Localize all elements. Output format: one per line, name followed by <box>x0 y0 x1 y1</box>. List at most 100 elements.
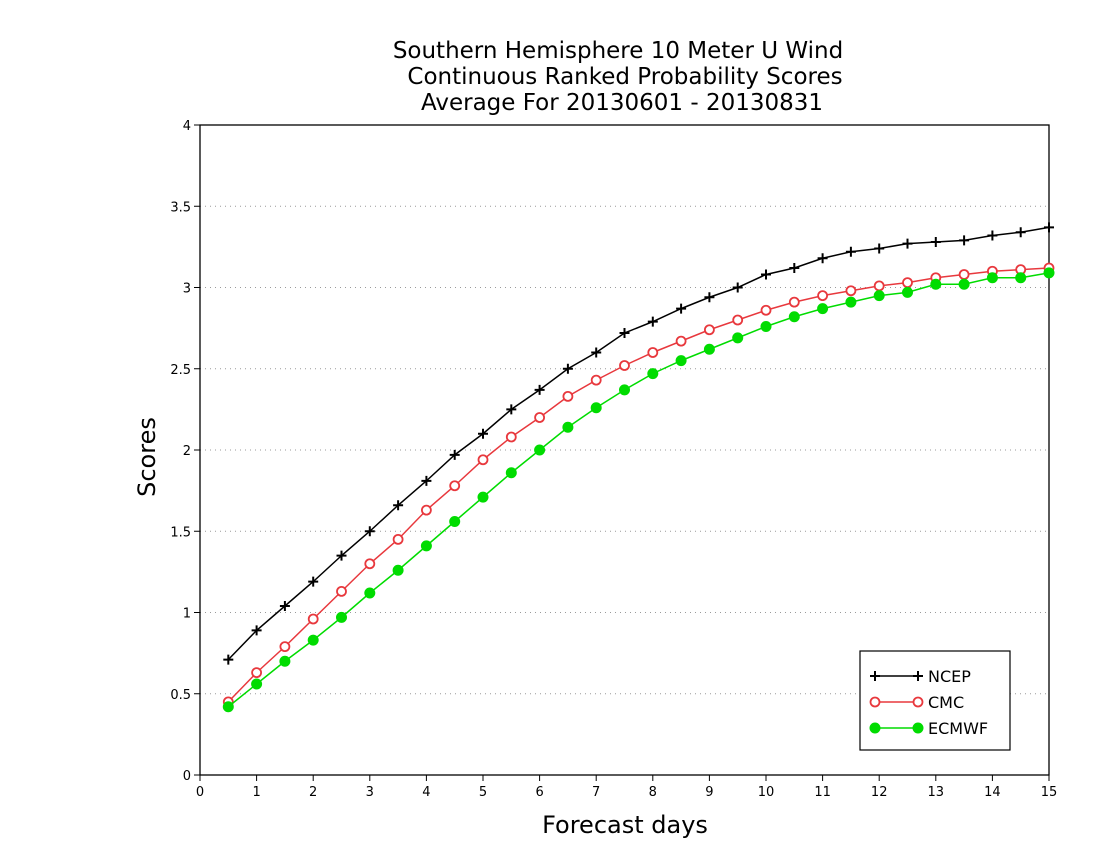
series-cmc-point <box>392 533 404 545</box>
series-cmc-point <box>449 480 461 492</box>
series-ncep-point <box>506 404 517 415</box>
legend-marker <box>869 696 881 708</box>
series-ecmwf-point <box>251 678 263 690</box>
series-ecmwf-line <box>227 272 1050 708</box>
x-tick-label: 11 <box>814 785 831 800</box>
x-axis-label: Forecast days <box>542 811 708 839</box>
series-ecmwf-point <box>788 311 800 323</box>
legend: NCEP CMC ECMWF <box>859 650 1011 751</box>
series-ecmwf-point <box>449 516 461 527</box>
series-ecmwf-point <box>760 321 772 332</box>
series-ncep <box>223 222 1054 665</box>
chart-title: Southern Hemisphere 10 Meter U Wind Cont… <box>393 38 843 116</box>
series-ecmwf-point <box>732 332 744 344</box>
x-tick-label: 14 <box>984 785 1001 800</box>
series-ecmwf-point <box>534 444 546 456</box>
series-cmc-point <box>619 360 630 371</box>
series-ncep-point <box>789 263 800 273</box>
legend-box <box>859 650 1011 751</box>
series-ncep-point <box>817 253 828 264</box>
x-tick-label: 1 <box>252 785 260 800</box>
x-tick-label: 8 <box>649 785 657 800</box>
series-ncep-point <box>251 625 262 636</box>
series-cmc-point <box>562 390 574 402</box>
series-ncep-point <box>421 475 432 486</box>
x-tick-label: 7 <box>592 785 600 800</box>
series-ncep-point <box>223 654 234 665</box>
series-ecmwf-point <box>647 368 659 380</box>
legend-marker <box>869 722 881 734</box>
y-tick-label: 0.5 <box>170 688 191 703</box>
legend-item-ecmwf: ECMWF <box>869 719 988 738</box>
x-tick-label: 3 <box>366 785 374 800</box>
series-ncep-line <box>227 226 1050 661</box>
series-ecmwf-point <box>477 491 489 503</box>
series-ecmwf-point <box>590 402 602 414</box>
data-series <box>222 222 1055 713</box>
legend-item-cmc: CMC <box>869 693 964 712</box>
series-cmc-point <box>675 335 687 347</box>
series-ecmwf-point <box>279 655 291 667</box>
series-ecmwf-point <box>845 296 857 308</box>
series-ncep-point <box>761 269 771 280</box>
series-ecmwf-point <box>505 467 517 479</box>
series-ncep-point <box>449 449 460 460</box>
legend-marker <box>912 696 924 708</box>
series-ecmwf-point <box>392 564 404 576</box>
series-ncep-point <box>704 292 715 303</box>
series-ncep-point <box>308 576 319 587</box>
series-cmc-point <box>336 585 347 597</box>
x-tick-label: 6 <box>535 785 543 800</box>
x-tick-label: 4 <box>422 785 430 800</box>
series-cmc-point <box>279 641 291 653</box>
x-tick-label: 15 <box>1041 785 1058 800</box>
series-cmc-point <box>307 613 319 625</box>
y-tick-label: 3.5 <box>170 200 191 215</box>
series-cmc-point <box>732 314 744 326</box>
series-ncep-point <box>393 500 404 511</box>
legend-marker <box>912 722 924 734</box>
series-cmc-point <box>704 324 715 336</box>
series-ncep-point <box>336 550 347 561</box>
chart-title-line-1: Southern Hemisphere 10 Meter U Wind <box>393 38 843 64</box>
y-tick-label: 3 <box>183 282 191 297</box>
series-cmc-point <box>534 412 545 423</box>
series-cmc-point <box>505 431 517 443</box>
series-cmc-point <box>647 347 659 358</box>
gridlines <box>200 124 1049 695</box>
series-ecmwf-point <box>336 611 347 623</box>
series-cmc-point <box>845 285 857 297</box>
y-axis-label: Scores <box>133 417 161 497</box>
series-ecmwf-point <box>930 278 942 290</box>
series-ncep-point <box>987 230 998 241</box>
series-ncep-point <box>732 282 743 293</box>
legend-item-ncep: NCEP <box>870 667 971 686</box>
series-ncep-point <box>845 246 856 257</box>
x-tick-label: 10 <box>758 785 775 800</box>
y-tick-label: 2.5 <box>170 363 191 378</box>
y-tick-label: 4 <box>183 119 191 134</box>
series-ecmwf-point <box>562 421 574 433</box>
series-ecmwf-point <box>986 272 998 284</box>
series-ncep-point <box>1015 227 1026 238</box>
legend-marker <box>913 671 923 681</box>
series-ecmwf-point <box>873 290 885 302</box>
series-ecmwf-point <box>364 587 376 599</box>
series-ncep-point <box>930 237 941 247</box>
series-ncep-point <box>902 238 913 249</box>
x-tick-label: 0 <box>196 785 204 800</box>
series-ncep-point <box>647 316 658 327</box>
y-tick-label: 1 <box>183 607 191 622</box>
series-ncep-point <box>619 328 630 338</box>
legend-label: CMC <box>928 693 964 712</box>
series-cmc-point <box>902 277 913 289</box>
series-cmc-line <box>227 267 1050 703</box>
series-ncep-point <box>279 601 290 611</box>
x-tick-label: 9 <box>705 785 713 800</box>
series-ncep-point <box>959 235 970 246</box>
chart-title-line-3: Average For 20130601 - 20130831 <box>421 90 823 116</box>
series-ncep-point <box>562 363 573 374</box>
y-tick-label: 1.5 <box>170 525 191 540</box>
series-ncep-point <box>478 428 488 439</box>
